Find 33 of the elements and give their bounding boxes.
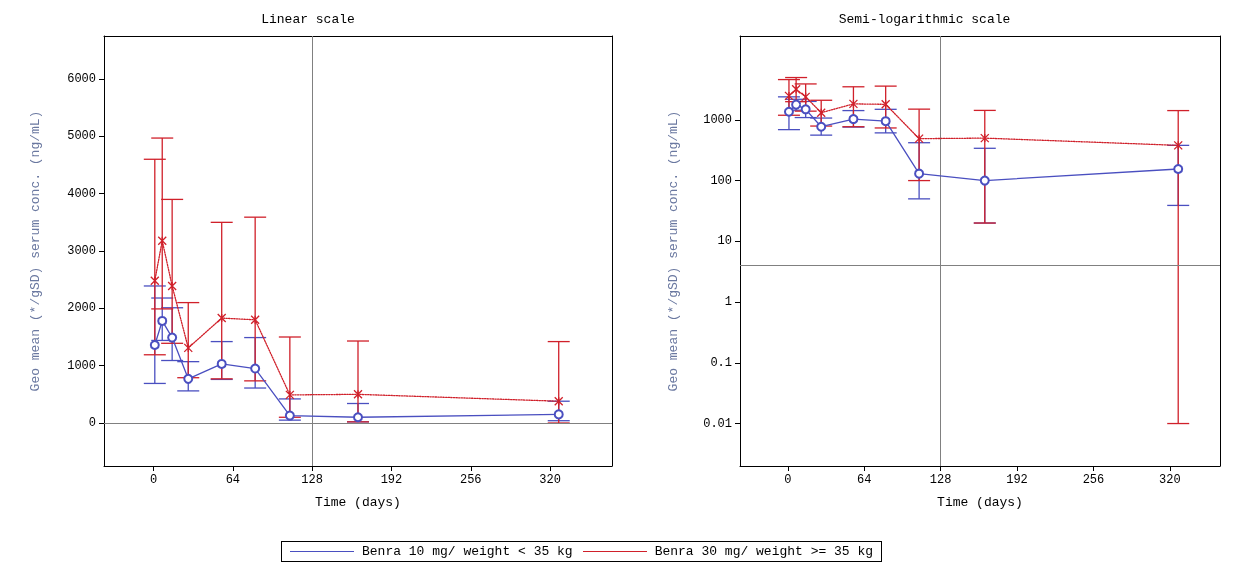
y-tick-label: 6000 [67, 72, 96, 86]
x-tick-label: 320 [1159, 473, 1181, 487]
x-axis-title: Time (days) [315, 495, 401, 510]
x-axis-title: Time (days) [937, 495, 1023, 510]
x-tick-label: 0 [149, 473, 158, 487]
x-tick-label: 256 [459, 473, 482, 487]
y-tick-label: 1000 [703, 112, 732, 127]
y-tick-label: 1 [724, 295, 732, 310]
x-tick-label: 64 [856, 473, 872, 487]
y-tick-label: 3000 [67, 244, 96, 258]
y-tick-label: 0 [88, 416, 96, 430]
chart-title: Linear scale [261, 12, 355, 27]
x-tick-label: 192 [380, 473, 403, 487]
y-axis-title: Geo mean (*/gSD) serum conc. (ng/mL) [28, 110, 43, 392]
x-tick-label: 64 [225, 473, 241, 487]
y-axis-title: Geo mean (*/gSD) serum conc. (ng/mL) [666, 110, 681, 392]
y-tick-label: 2000 [67, 301, 96, 316]
y-tick-label: 0.01 [703, 416, 732, 431]
x-tick-label: 256 [1082, 473, 1105, 487]
y-tick-label: 0.1 [710, 355, 732, 370]
x-tick-label: 128 [929, 473, 952, 487]
legend-label: Benra 30 mg/ weight >= 35 kg [653, 544, 874, 559]
x-tick-label: 0 [784, 473, 792, 487]
y-tick-label: 4000 [67, 186, 96, 201]
x-tick-label: 128 [301, 473, 323, 487]
legend-label: Benra 10 mg/ weight < 35 kg [361, 544, 573, 559]
y-tick-label: 5000 [67, 129, 96, 144]
x-tick-label: 320 [539, 473, 561, 487]
x-tick-label: 192 [1006, 473, 1028, 487]
y-tick-label: 100 [710, 173, 732, 188]
chart-title: Semi-logarithmic scale [838, 12, 1011, 27]
y-tick-label: 1000 [67, 358, 96, 373]
y-tick-label: 10 [717, 234, 732, 249]
